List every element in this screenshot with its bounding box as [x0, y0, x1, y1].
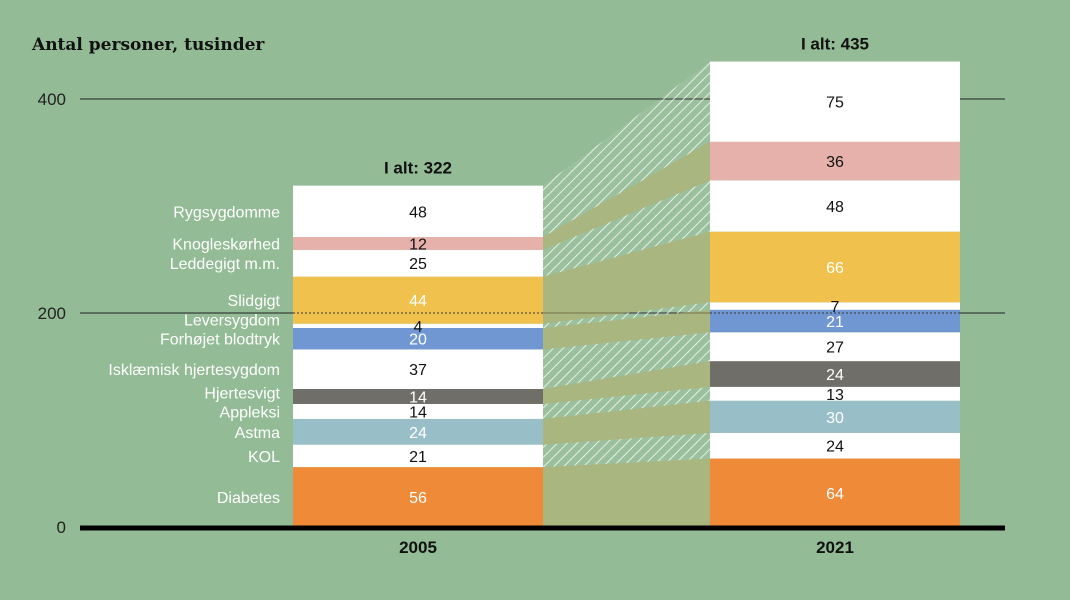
value-label: 21: [826, 314, 844, 331]
bar-segment: [293, 388, 543, 404]
bar-segment: [293, 327, 543, 350]
connector-band: [543, 309, 710, 350]
legend-label: Diabetes: [217, 490, 280, 507]
bar-segment: [293, 249, 543, 277]
x-tick-label: 2005: [399, 538, 437, 557]
chart-title: Antal personer, tusinder: [31, 35, 265, 55]
bar-segment: [293, 349, 543, 389]
legend-label: KOL: [248, 449, 280, 466]
legend-label: Slidgigt: [228, 293, 281, 310]
bar-segment: [710, 302, 960, 310]
legend-label: Astma: [235, 425, 280, 442]
y-tick-label: 400: [38, 90, 66, 109]
connector-band: [543, 61, 710, 238]
legend-label: Isklæmisk hjertesygdom: [108, 362, 280, 379]
value-label: 24: [826, 439, 844, 456]
value-label: 48: [409, 204, 427, 221]
bar-segment: [293, 323, 543, 328]
legend-label: Forhøjet blodtryk: [160, 332, 281, 349]
x-tick-label: 2021: [816, 538, 854, 557]
connector-band: [543, 302, 710, 328]
bar-segment: [710, 458, 960, 527]
value-label: 27: [826, 340, 844, 357]
bar-segment: [710, 231, 960, 303]
value-label: 24: [826, 367, 844, 384]
bar-segment: [293, 237, 543, 250]
value-label: 44: [409, 293, 427, 310]
legend-label: Rygsygdomme: [173, 204, 280, 221]
value-label: 14: [409, 389, 427, 406]
connector-band: [543, 361, 710, 404]
connector-band: [543, 386, 710, 419]
value-label: 12: [409, 236, 427, 253]
legend-label: Knogleskørhed: [172, 236, 280, 253]
legend-label: Hjertesvigt: [204, 385, 280, 402]
value-label: 20: [409, 332, 427, 349]
connector-band: [543, 141, 710, 250]
value-label: 56: [409, 490, 427, 507]
connector-band: [543, 458, 710, 527]
bar-segment: [293, 444, 543, 468]
value-label: 25: [409, 256, 427, 273]
legend-label: Leddegigt m.m.: [170, 256, 280, 273]
bar-segment: [293, 276, 543, 324]
value-label: 66: [826, 260, 844, 277]
bar-segment: [710, 141, 960, 181]
bar-segment: [710, 432, 960, 459]
connector-band: [543, 332, 710, 389]
bar-segment: [293, 403, 543, 419]
value-label: 7: [831, 299, 840, 316]
bar-segment: [293, 467, 543, 527]
total-label: I alt: 322: [384, 159, 452, 178]
value-label: 64: [826, 486, 844, 503]
bar-segment: [710, 309, 960, 333]
bar-segment: [293, 185, 543, 238]
total-label: I alt: 435: [801, 35, 869, 54]
bar-segment: [710, 386, 960, 401]
value-label: 36: [826, 154, 844, 171]
value-label: 13: [826, 387, 844, 404]
connector-band: [543, 432, 710, 468]
legend-label: Appleksi: [220, 404, 280, 421]
bar-segment: [293, 418, 543, 445]
connector-band: [543, 400, 710, 445]
value-label: 21: [409, 449, 427, 466]
value-label: 48: [826, 199, 844, 216]
value-label: 30: [826, 410, 844, 427]
bar-segment: [710, 180, 960, 232]
legend-label: Leversygdom: [184, 313, 280, 330]
bar-segment: [710, 361, 960, 387]
value-label: 24: [409, 425, 427, 442]
connector-band: [543, 231, 710, 324]
bar-segment: [710, 332, 960, 362]
bar-segment: [710, 400, 960, 433]
y-tick-label: 200: [38, 304, 66, 323]
value-label: 14: [409, 404, 427, 421]
y-tick-label: 0: [57, 518, 66, 537]
value-label: 75: [826, 95, 844, 112]
connector-band: [543, 180, 710, 277]
bar-segment: [710, 61, 960, 142]
value-label: 4: [414, 319, 423, 336]
value-label: 37: [409, 362, 427, 379]
